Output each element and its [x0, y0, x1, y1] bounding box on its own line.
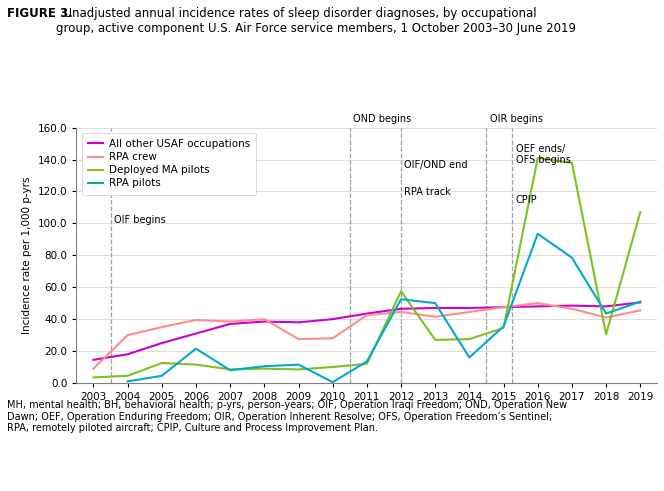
Y-axis label: Incidence rate per 1,000 p-yrs: Incidence rate per 1,000 p-yrs — [22, 177, 32, 334]
RPA crew — [534, 300, 542, 306]
All other USAF occupations — [192, 330, 200, 336]
Deployed MA pilots — [431, 337, 439, 343]
RPA pilots — [192, 346, 200, 352]
Deployed MA pilots — [534, 155, 542, 161]
All other USAF occupations — [295, 320, 303, 326]
Text: OIF begins: OIF begins — [114, 216, 166, 225]
Deployed MA pilots — [226, 366, 234, 372]
All other USAF occupations — [260, 319, 268, 325]
Deployed MA pilots — [602, 331, 610, 337]
All other USAF occupations — [226, 321, 234, 327]
RPA crew — [295, 336, 303, 342]
RPA crew — [431, 314, 439, 320]
RPA crew — [158, 324, 166, 330]
Deployed MA pilots — [329, 364, 337, 370]
Deployed MA pilots — [192, 362, 200, 368]
All other USAF occupations — [602, 303, 610, 309]
RPA crew — [397, 309, 405, 315]
All other USAF occupations — [158, 340, 166, 346]
All other USAF occupations — [636, 300, 644, 305]
Text: CPIP: CPIP — [515, 195, 537, 205]
Deployed MA pilots — [295, 366, 303, 372]
RPA pilots — [260, 363, 268, 369]
All other USAF occupations — [431, 305, 439, 311]
Line: Deployed MA pilots: Deployed MA pilots — [94, 158, 640, 378]
Deployed MA pilots — [260, 366, 268, 372]
Deployed MA pilots — [499, 325, 507, 331]
Text: OIR begins: OIR begins — [490, 114, 543, 125]
RPA pilots — [431, 300, 439, 306]
Line: RPA crew: RPA crew — [94, 303, 640, 369]
RPA pilots — [534, 231, 542, 237]
RPA pilots — [568, 255, 576, 261]
Deployed MA pilots — [636, 209, 644, 215]
All other USAF occupations — [465, 305, 473, 311]
All other USAF occupations — [568, 302, 576, 308]
RPA pilots — [295, 362, 303, 368]
All other USAF occupations — [397, 306, 405, 312]
RPA crew — [90, 366, 98, 372]
RPA crew — [226, 319, 234, 325]
All other USAF occupations — [534, 303, 542, 309]
RPA pilots — [158, 373, 166, 379]
Line: RPA pilots: RPA pilots — [127, 234, 640, 382]
RPA pilots — [397, 296, 405, 302]
RPA pilots — [465, 355, 473, 360]
Text: OND begins: OND begins — [353, 114, 412, 125]
RPA crew — [329, 335, 337, 341]
Deployed MA pilots — [568, 160, 576, 166]
Deployed MA pilots — [124, 373, 131, 379]
RPA crew — [499, 304, 507, 310]
Deployed MA pilots — [397, 288, 405, 294]
Text: FIGURE 3.: FIGURE 3. — [7, 7, 72, 20]
All other USAF occupations — [329, 316, 337, 322]
RPA crew — [465, 309, 473, 315]
Legend: All other USAF occupations, RPA crew, Deployed MA pilots, RPA pilots: All other USAF occupations, RPA crew, De… — [82, 133, 256, 195]
Text: MH, mental health; BH, behavioral health; p-yrs, person-years; OIF, Operation Ir: MH, mental health; BH, behavioral health… — [7, 400, 567, 434]
RPA pilots — [329, 379, 337, 385]
Deployed MA pilots — [90, 375, 98, 381]
RPA pilots — [363, 358, 371, 364]
Line: All other USAF occupations: All other USAF occupations — [94, 302, 640, 360]
All other USAF occupations — [499, 304, 507, 310]
RPA crew — [363, 312, 371, 318]
RPA pilots — [636, 299, 644, 304]
Text: OEF ends/
OFS begins: OEF ends/ OFS begins — [515, 144, 570, 165]
All other USAF occupations — [363, 311, 371, 317]
Text: OIF/OND end: OIF/OND end — [404, 160, 468, 169]
RPA crew — [602, 315, 610, 321]
RPA pilots — [124, 379, 131, 384]
Deployed MA pilots — [363, 361, 371, 367]
Text: RPA track: RPA track — [404, 187, 452, 197]
Deployed MA pilots — [158, 360, 166, 366]
All other USAF occupations — [124, 352, 131, 357]
RPA pilots — [499, 324, 507, 329]
All other USAF occupations — [90, 357, 98, 363]
RPA crew — [260, 316, 268, 322]
RPA crew — [192, 317, 200, 323]
RPA pilots — [226, 367, 234, 373]
RPA pilots — [602, 311, 610, 317]
Deployed MA pilots — [465, 336, 473, 342]
Text: Unadjusted annual incidence rates of sleep disorder diagnoses, by occupational
g: Unadjusted annual incidence rates of sle… — [56, 7, 576, 35]
RPA crew — [636, 307, 644, 313]
RPA crew — [124, 332, 131, 338]
RPA crew — [568, 306, 576, 312]
